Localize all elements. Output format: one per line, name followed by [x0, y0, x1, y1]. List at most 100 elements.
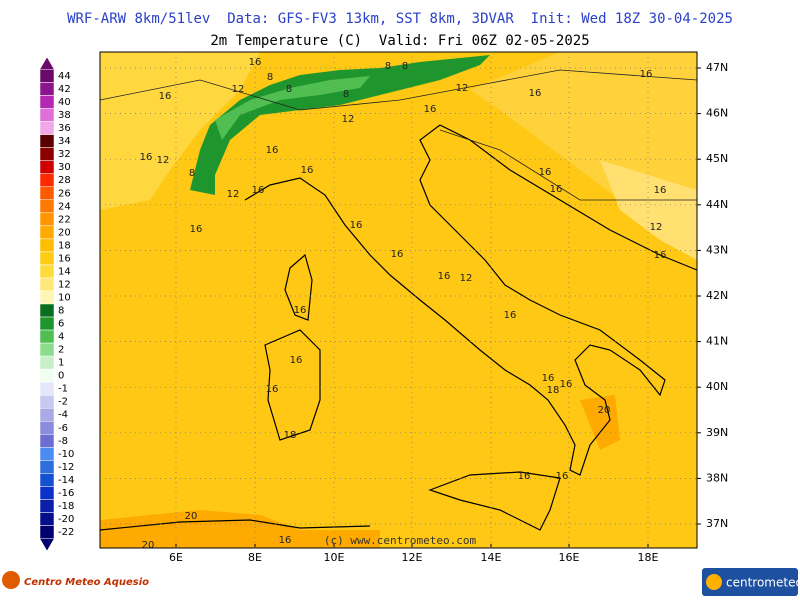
contour-label: 16: [529, 88, 542, 99]
colorbar-swatch: [39, 186, 55, 201]
lat-tick-label: 45N: [706, 152, 728, 165]
colorbar-label: -4: [58, 410, 68, 421]
colorbar-tip: [40, 538, 54, 551]
colorbar-label: 18: [58, 240, 71, 251]
colorbar-swatch: [39, 394, 55, 409]
contour-label: 16: [424, 104, 437, 115]
colorbar-label: 14: [58, 266, 71, 277]
alps-cold-zone: [215, 76, 370, 140]
contour-label: 8: [402, 61, 408, 72]
temperature-zone: [100, 510, 380, 548]
contour-label: 16: [556, 471, 569, 482]
coastline: [264, 329, 321, 441]
colorbar-swatch: [39, 486, 55, 500]
colorbar-swatch: [39, 355, 55, 370]
colorbar-swatch: [39, 212, 55, 227]
contour-label: 16: [539, 167, 552, 178]
contour-label: 16: [504, 310, 517, 321]
contour-label: 12: [460, 273, 473, 284]
contour-label: 12: [227, 189, 240, 200]
map-area: [99, 51, 698, 549]
colorbar-swatch: [39, 108, 55, 122]
colorbar-label: -8: [58, 436, 68, 447]
colorbar-swatch: [39, 342, 55, 357]
temperature-zone: [580, 395, 620, 450]
lat-tick-label: 39N: [706, 426, 728, 439]
colorbar-label: 16: [58, 253, 71, 264]
colorbar-label: -2: [58, 397, 68, 408]
colorbar-label: 12: [58, 279, 71, 290]
colorbar-swatch: [39, 525, 55, 539]
colorbar-swatch: [39, 499, 55, 513]
colorbar-label: 42: [58, 84, 71, 95]
right-logo: centrometeo: [726, 576, 800, 590]
contour-label: 16: [654, 250, 667, 261]
colorbar: 4442403836343230282624222018161412108642…: [39, 57, 74, 551]
lat-tick-label: 44N: [706, 198, 728, 211]
logo-icon: [2, 571, 20, 589]
colorbar-swatch: [39, 225, 55, 240]
contour-label: 8: [286, 84, 292, 95]
lon-tick-label: 10E: [324, 551, 345, 564]
lat-tick-label: 41N: [706, 335, 728, 348]
contour-label: 16: [266, 384, 279, 395]
colorbar-label: 24: [58, 201, 71, 212]
colorbar-label: 20: [58, 227, 71, 238]
colorbar-swatch: [39, 447, 55, 461]
coastline: [284, 253, 313, 321]
contour-label: 16: [249, 57, 262, 68]
colorbar-swatch: [39, 460, 55, 474]
temperature-zone: [100, 52, 260, 210]
colorbar-swatch: [39, 264, 55, 279]
lon-tick-label: 14E: [481, 551, 502, 564]
title: WRF-ARW 8km/51lev Data: GFS-FV3 13km, SS…: [67, 11, 733, 27]
border: [99, 69, 698, 201]
colorbar-swatch: [39, 407, 55, 422]
contour-label: 16: [350, 220, 363, 231]
contour-label: 16: [266, 145, 279, 156]
colorbar-swatch: [39, 160, 55, 174]
colorbar-swatch: [39, 199, 55, 214]
lon-tick-label: 6E: [169, 551, 183, 564]
lat-tick-label: 37N: [706, 517, 728, 530]
contour-label: 16: [518, 471, 531, 482]
lon-tick-label: 8E: [248, 551, 262, 564]
colorbar-swatch: [39, 329, 55, 344]
coastline: [244, 124, 666, 476]
contour-label: 16: [391, 249, 404, 260]
colorbar-label: 36: [58, 123, 71, 134]
colorbar-tip: [40, 57, 54, 70]
colorbar-swatch: [39, 238, 55, 253]
contour-label: 16: [560, 379, 573, 390]
colorbar-label: -12: [58, 462, 74, 473]
colorbar-label: 26: [58, 188, 71, 199]
lat-tick-label: 47N: [706, 61, 728, 74]
contour-label: 18: [547, 385, 560, 396]
contour-label: 20: [598, 405, 611, 416]
colorbar-label: -14: [58, 475, 74, 486]
colorbar-label: 30: [58, 162, 71, 173]
contour-label: 16: [252, 185, 265, 196]
lon-tick-label: 16E: [559, 551, 580, 564]
lon-tick-label: 18E: [638, 551, 659, 564]
colorbar-label: 44: [58, 71, 71, 82]
contour-label: 16: [654, 185, 667, 196]
contour-label: 16: [140, 152, 153, 163]
contour-label: 12: [650, 222, 663, 233]
contour-label: 16: [159, 91, 172, 102]
colorbar-label: 8: [58, 306, 64, 317]
coastline: [428, 471, 561, 531]
lat-tick-label: 43N: [706, 243, 728, 256]
colorbar-label: -6: [58, 423, 68, 434]
colorbar-swatch: [39, 512, 55, 526]
colorbar-swatch: [39, 381, 55, 396]
colorbar-swatch: [39, 121, 55, 135]
lat-tick-label: 40N: [706, 380, 728, 393]
contour-label: 20: [185, 511, 198, 522]
colorbar-label: 28: [58, 175, 71, 186]
colorbar-label: 2: [58, 345, 64, 356]
contour-label: 8: [385, 61, 391, 72]
contour-label: 18: [284, 430, 297, 441]
colorbar-swatch: [39, 290, 55, 305]
